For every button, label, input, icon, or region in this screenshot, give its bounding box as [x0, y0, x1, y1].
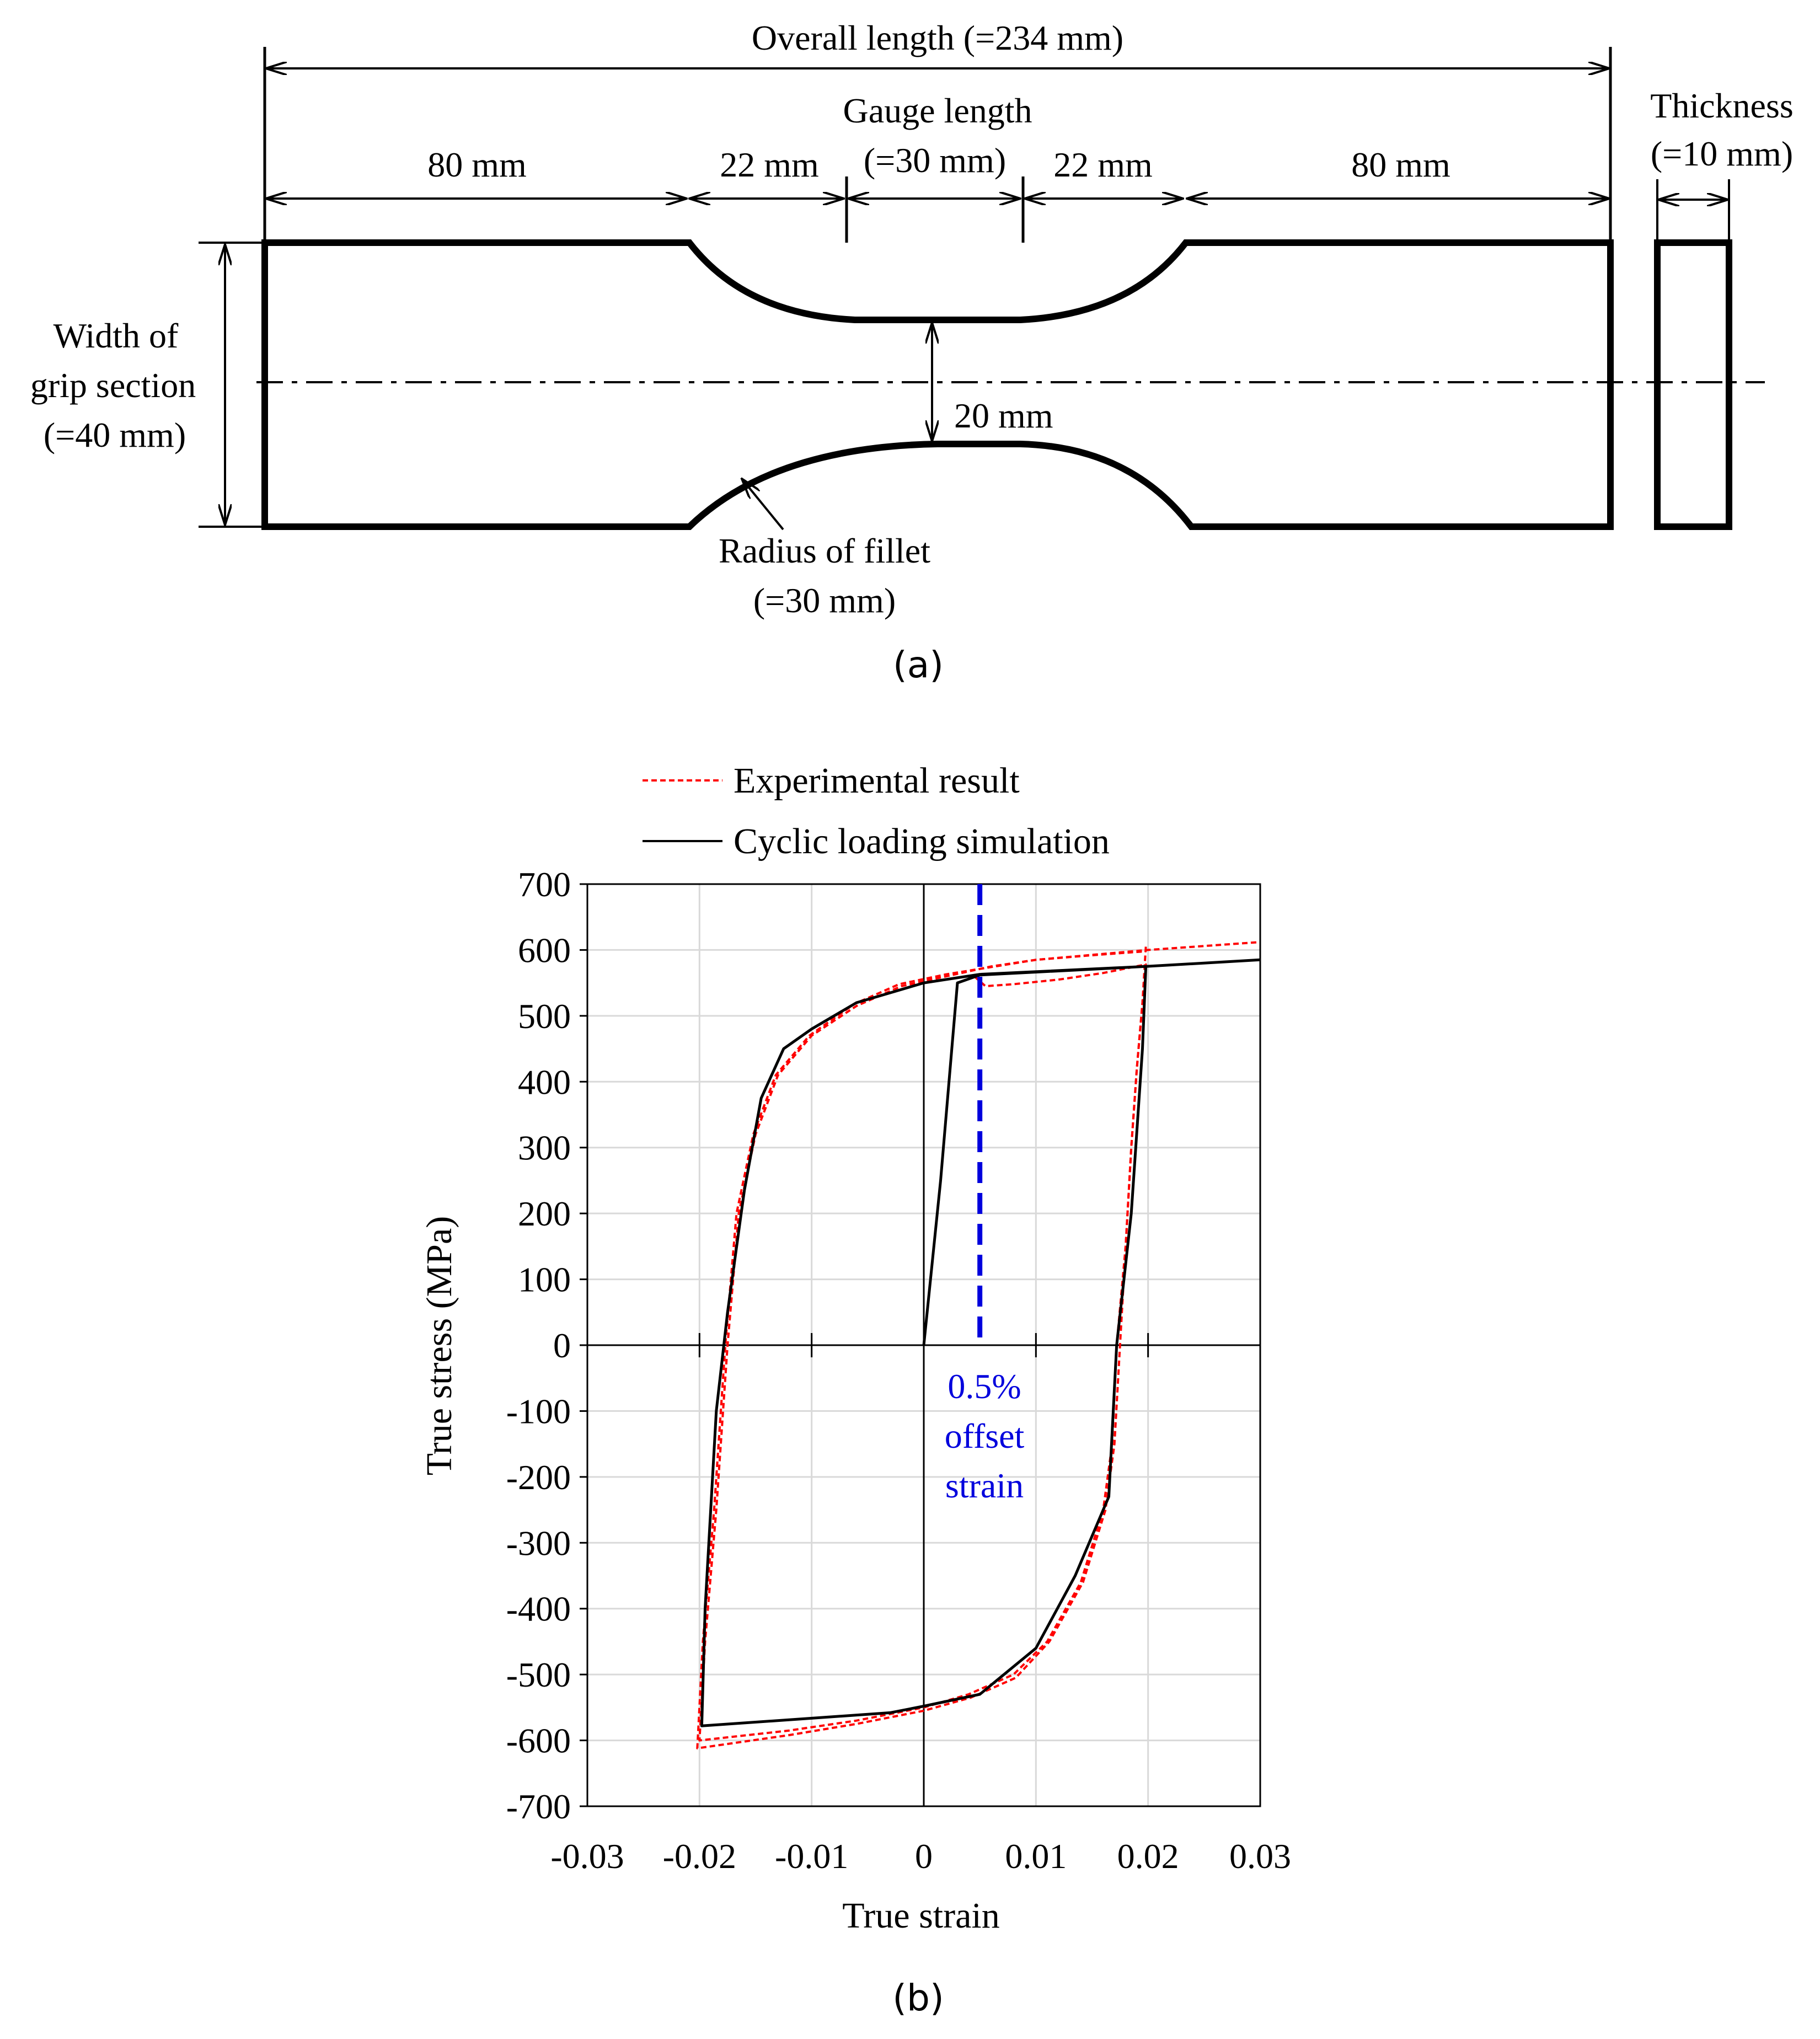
offset-label-line3: strain [945, 1466, 1024, 1505]
width-label-line3: (=40 mm) [44, 415, 186, 454]
width-label-line2: grip section [30, 366, 196, 405]
y-tick-label: -200 [506, 1458, 571, 1497]
panel-b-label: (b) [892, 1977, 944, 2019]
neck-width-label: 20 mm [954, 396, 1053, 435]
y-tick-label: 600 [518, 930, 571, 970]
y-tick-label: 0 [553, 1326, 571, 1365]
y-tick-label: -100 [506, 1392, 571, 1431]
y-tick-label: -600 [506, 1721, 571, 1760]
experimental-series-line [696, 941, 1261, 1749]
y-tick-label: -400 [506, 1590, 571, 1629]
thickness-label-line1: Thickness [1650, 86, 1794, 125]
y-tick-label: 100 [518, 1260, 571, 1299]
legend-simulation-label: Cyclic loading simulation [734, 821, 1110, 861]
chart-ticks: -0.03 -0.02 -0.01 0 0.01 0.02 0.03 700 600 500 400… [506, 865, 1291, 1876]
thickness-side-view [1654, 239, 1732, 530]
panel-b: Experimental result Cyclic loading simul… [419, 761, 1291, 2019]
gauge-length-label-line1: Gauge length [843, 91, 1032, 130]
offset-label-line1: 0.5% [948, 1367, 1021, 1406]
x-tick-label: -0.03 [550, 1837, 624, 1876]
x-tick-label: -0.02 [663, 1837, 736, 1876]
y-tick-label: 400 [518, 1062, 571, 1101]
radius-label-line2: (=30 mm) [753, 581, 896, 620]
radius-leader [742, 479, 784, 531]
fillet-right-label: 22 mm [1053, 145, 1153, 184]
thickness-label-line2: (=10 mm) [1651, 134, 1793, 173]
panel-a: Overall length (=234 mm) 80 mm 22 mm Gau… [30, 18, 1794, 686]
overall-length-label: Overall length (=234 mm) [752, 18, 1123, 57]
y-tick-label: 700 [518, 865, 571, 904]
y-axis-label: True stress (MPa) [419, 1216, 459, 1476]
y-tick-label: 300 [518, 1128, 571, 1168]
simulation-series-line [700, 958, 1261, 1727]
y-tick-label: -300 [506, 1523, 571, 1562]
y-tick-label: 200 [518, 1194, 571, 1233]
grip-right-label: 80 mm [1351, 145, 1450, 184]
x-axis-label: True strain [842, 1896, 999, 1936]
x-tick-label: 0 [915, 1837, 933, 1876]
legend-experimental-label: Experimental result [734, 761, 1020, 801]
fillet-left-label: 22 mm [720, 145, 819, 184]
x-tick-label: 0.02 [1117, 1837, 1179, 1876]
radius-label-line1: Radius of fillet [719, 531, 930, 570]
width-label-line1: Width of [53, 316, 179, 355]
y-tick-label: -500 [506, 1655, 571, 1694]
chart-series [696, 941, 1261, 1749]
x-tick-label: 0.03 [1229, 1837, 1291, 1876]
offset-label-line2: offset [945, 1416, 1025, 1455]
specimen-outline [261, 239, 1614, 530]
grip-left-label: 80 mm [427, 145, 527, 184]
panel-a-label: (a) [893, 644, 944, 686]
y-tick-label: 500 [518, 997, 571, 1036]
y-tick-label: -700 [506, 1787, 571, 1826]
gauge-length-label-line2: (=30 mm) [864, 141, 1006, 180]
x-tick-label: -0.01 [775, 1837, 848, 1876]
x-tick-label: 0.01 [1005, 1837, 1067, 1876]
plot-area-frame [586, 883, 1261, 1807]
